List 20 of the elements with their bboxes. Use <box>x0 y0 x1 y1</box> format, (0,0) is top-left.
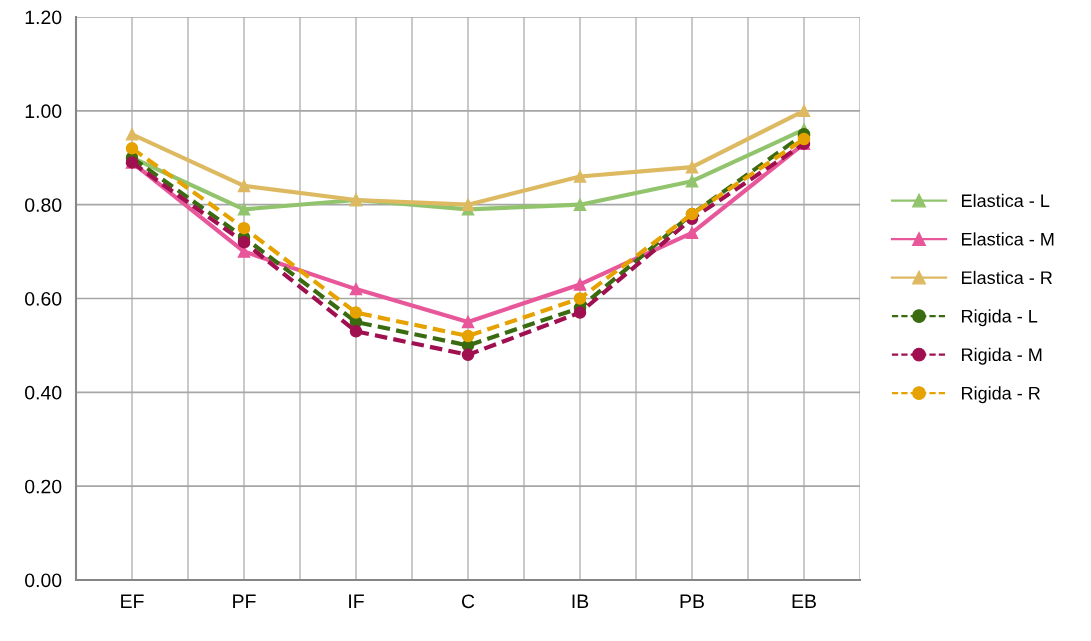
legend-label: Rigida - M <box>962 347 1042 365</box>
x-tick-label: PB <box>680 594 704 608</box>
y-tick-label: 0.60 <box>25 291 62 306</box>
y-tick-label: 0.20 <box>25 479 62 494</box>
y-tick-label: 0.40 <box>25 385 62 400</box>
y-tick-label: 0.00 <box>25 573 62 588</box>
x-tick-label: EF <box>121 594 144 608</box>
legend-label: Elastica - L <box>962 193 1050 208</box>
x-tick-label: IF <box>349 594 364 608</box>
x-tick-label: C <box>461 594 475 609</box>
y-tick-label: 1.00 <box>25 104 62 119</box>
legend-label: Rigida - L <box>962 309 1038 327</box>
x-tick-label: PF <box>233 594 256 608</box>
x-tick-label: IB <box>572 594 589 608</box>
legend-label: Elastica - M <box>962 232 1054 246</box>
y-tick-label: 0.80 <box>25 198 62 212</box>
y-tick-label: 1.20 <box>25 10 62 25</box>
x-tick-label: EB <box>792 594 816 608</box>
legend-label: Rigida - R <box>962 386 1040 404</box>
legend-label: Elastica - R <box>962 270 1053 285</box>
